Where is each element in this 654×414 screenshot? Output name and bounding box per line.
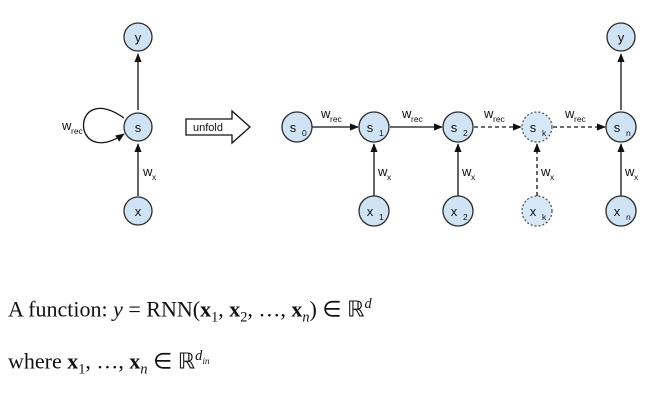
loop-weight-label: w rec — [61, 118, 84, 136]
svg-text:x: x — [135, 204, 142, 219]
svg-text:w: w — [461, 164, 472, 179]
input-weight-label-1: w x — [377, 164, 392, 182]
input-weight-label-2: w x — [461, 164, 476, 182]
unrolled-rnn: s 0 s 1 s 2 s k s n x 1 — [281, 22, 639, 227]
svg-text:k: k — [542, 128, 547, 138]
svg-text:s: s — [451, 120, 458, 135]
svg-text:s: s — [614, 120, 621, 135]
input-node-x: x — [123, 196, 153, 226]
svg-text:w: w — [624, 164, 635, 179]
state-node-sn: s n — [605, 111, 637, 143]
rec-weight-label-3: w rec — [564, 106, 587, 124]
svg-text:s: s — [135, 120, 142, 135]
svg-text:x: x — [550, 172, 555, 182]
state-node-s: s — [123, 112, 153, 142]
input-node-x2: x 2 — [442, 195, 474, 227]
svg-text:w: w — [142, 164, 153, 179]
svg-text:n: n — [626, 128, 631, 138]
folded-rnn: y s x w rec w x — [61, 22, 157, 226]
svg-text:s: s — [367, 120, 374, 135]
output-node-y: y — [123, 22, 153, 52]
svg-text:rec: rec — [411, 114, 424, 124]
svg-text:0: 0 — [302, 128, 307, 138]
svg-text:rec: rec — [493, 114, 506, 124]
state-node-sk: s k — [521, 111, 553, 143]
recurrent-loop-arrow — [83, 107, 125, 144]
formula-line-function: A function: y = RNN(x1, x2, …, xn) ∈ ℝd — [8, 296, 372, 326]
input-node-x1: x 1 — [358, 195, 390, 227]
output-node-y-unrolled: y — [606, 22, 636, 52]
rec-weight-label-1: w rec — [401, 106, 424, 124]
state-node-s1: s 1 — [358, 111, 390, 143]
input-weight-label-k: w x — [540, 164, 555, 182]
unfold-arrow: unfold — [185, 109, 251, 145]
input-weight-label: w x — [142, 164, 157, 182]
svg-text:rec: rec — [330, 114, 343, 124]
svg-text:x: x — [471, 172, 476, 182]
state-node-s2: s 2 — [442, 111, 474, 143]
input-node-xn: x n — [605, 195, 637, 227]
input-weight-label-n: w x — [624, 164, 639, 182]
svg-text:x: x — [152, 172, 157, 182]
svg-text:s: s — [530, 120, 537, 135]
svg-text:x: x — [451, 204, 458, 219]
svg-text:1: 1 — [379, 212, 384, 222]
svg-text:rec: rec — [574, 114, 587, 124]
svg-text:n: n — [626, 212, 631, 222]
svg-text:w: w — [401, 106, 412, 121]
rec-weight-label-2: w rec — [483, 106, 506, 124]
svg-text:rec: rec — [71, 126, 84, 136]
svg-text:y: y — [135, 30, 142, 45]
svg-text:w: w — [377, 164, 388, 179]
svg-text:x: x — [634, 172, 639, 182]
rnn-diagram: y s x w rec w x unfold — [61, 22, 639, 227]
svg-text:1: 1 — [379, 128, 384, 138]
formula-line-where: where x1, …, xn ∈ ℝdin — [8, 348, 210, 378]
svg-text:w: w — [564, 106, 575, 121]
input-node-xk: x k — [521, 195, 553, 227]
svg-text:w: w — [483, 106, 494, 121]
svg-text:y: y — [618, 30, 625, 45]
svg-text:x: x — [367, 204, 374, 219]
svg-text:w: w — [61, 118, 72, 133]
rec-weight-label-0: w rec — [320, 106, 343, 124]
svg-text:x: x — [387, 172, 392, 182]
svg-text:s: s — [290, 120, 297, 135]
state-node-s0: s 0 — [281, 111, 313, 143]
svg-text:x: x — [530, 204, 537, 219]
svg-text:unfold: unfold — [193, 122, 223, 134]
svg-text:w: w — [540, 164, 551, 179]
svg-text:2: 2 — [463, 128, 468, 138]
svg-text:x: x — [614, 204, 621, 219]
svg-text:k: k — [542, 212, 547, 222]
svg-text:2: 2 — [463, 212, 468, 222]
svg-text:w: w — [320, 106, 331, 121]
